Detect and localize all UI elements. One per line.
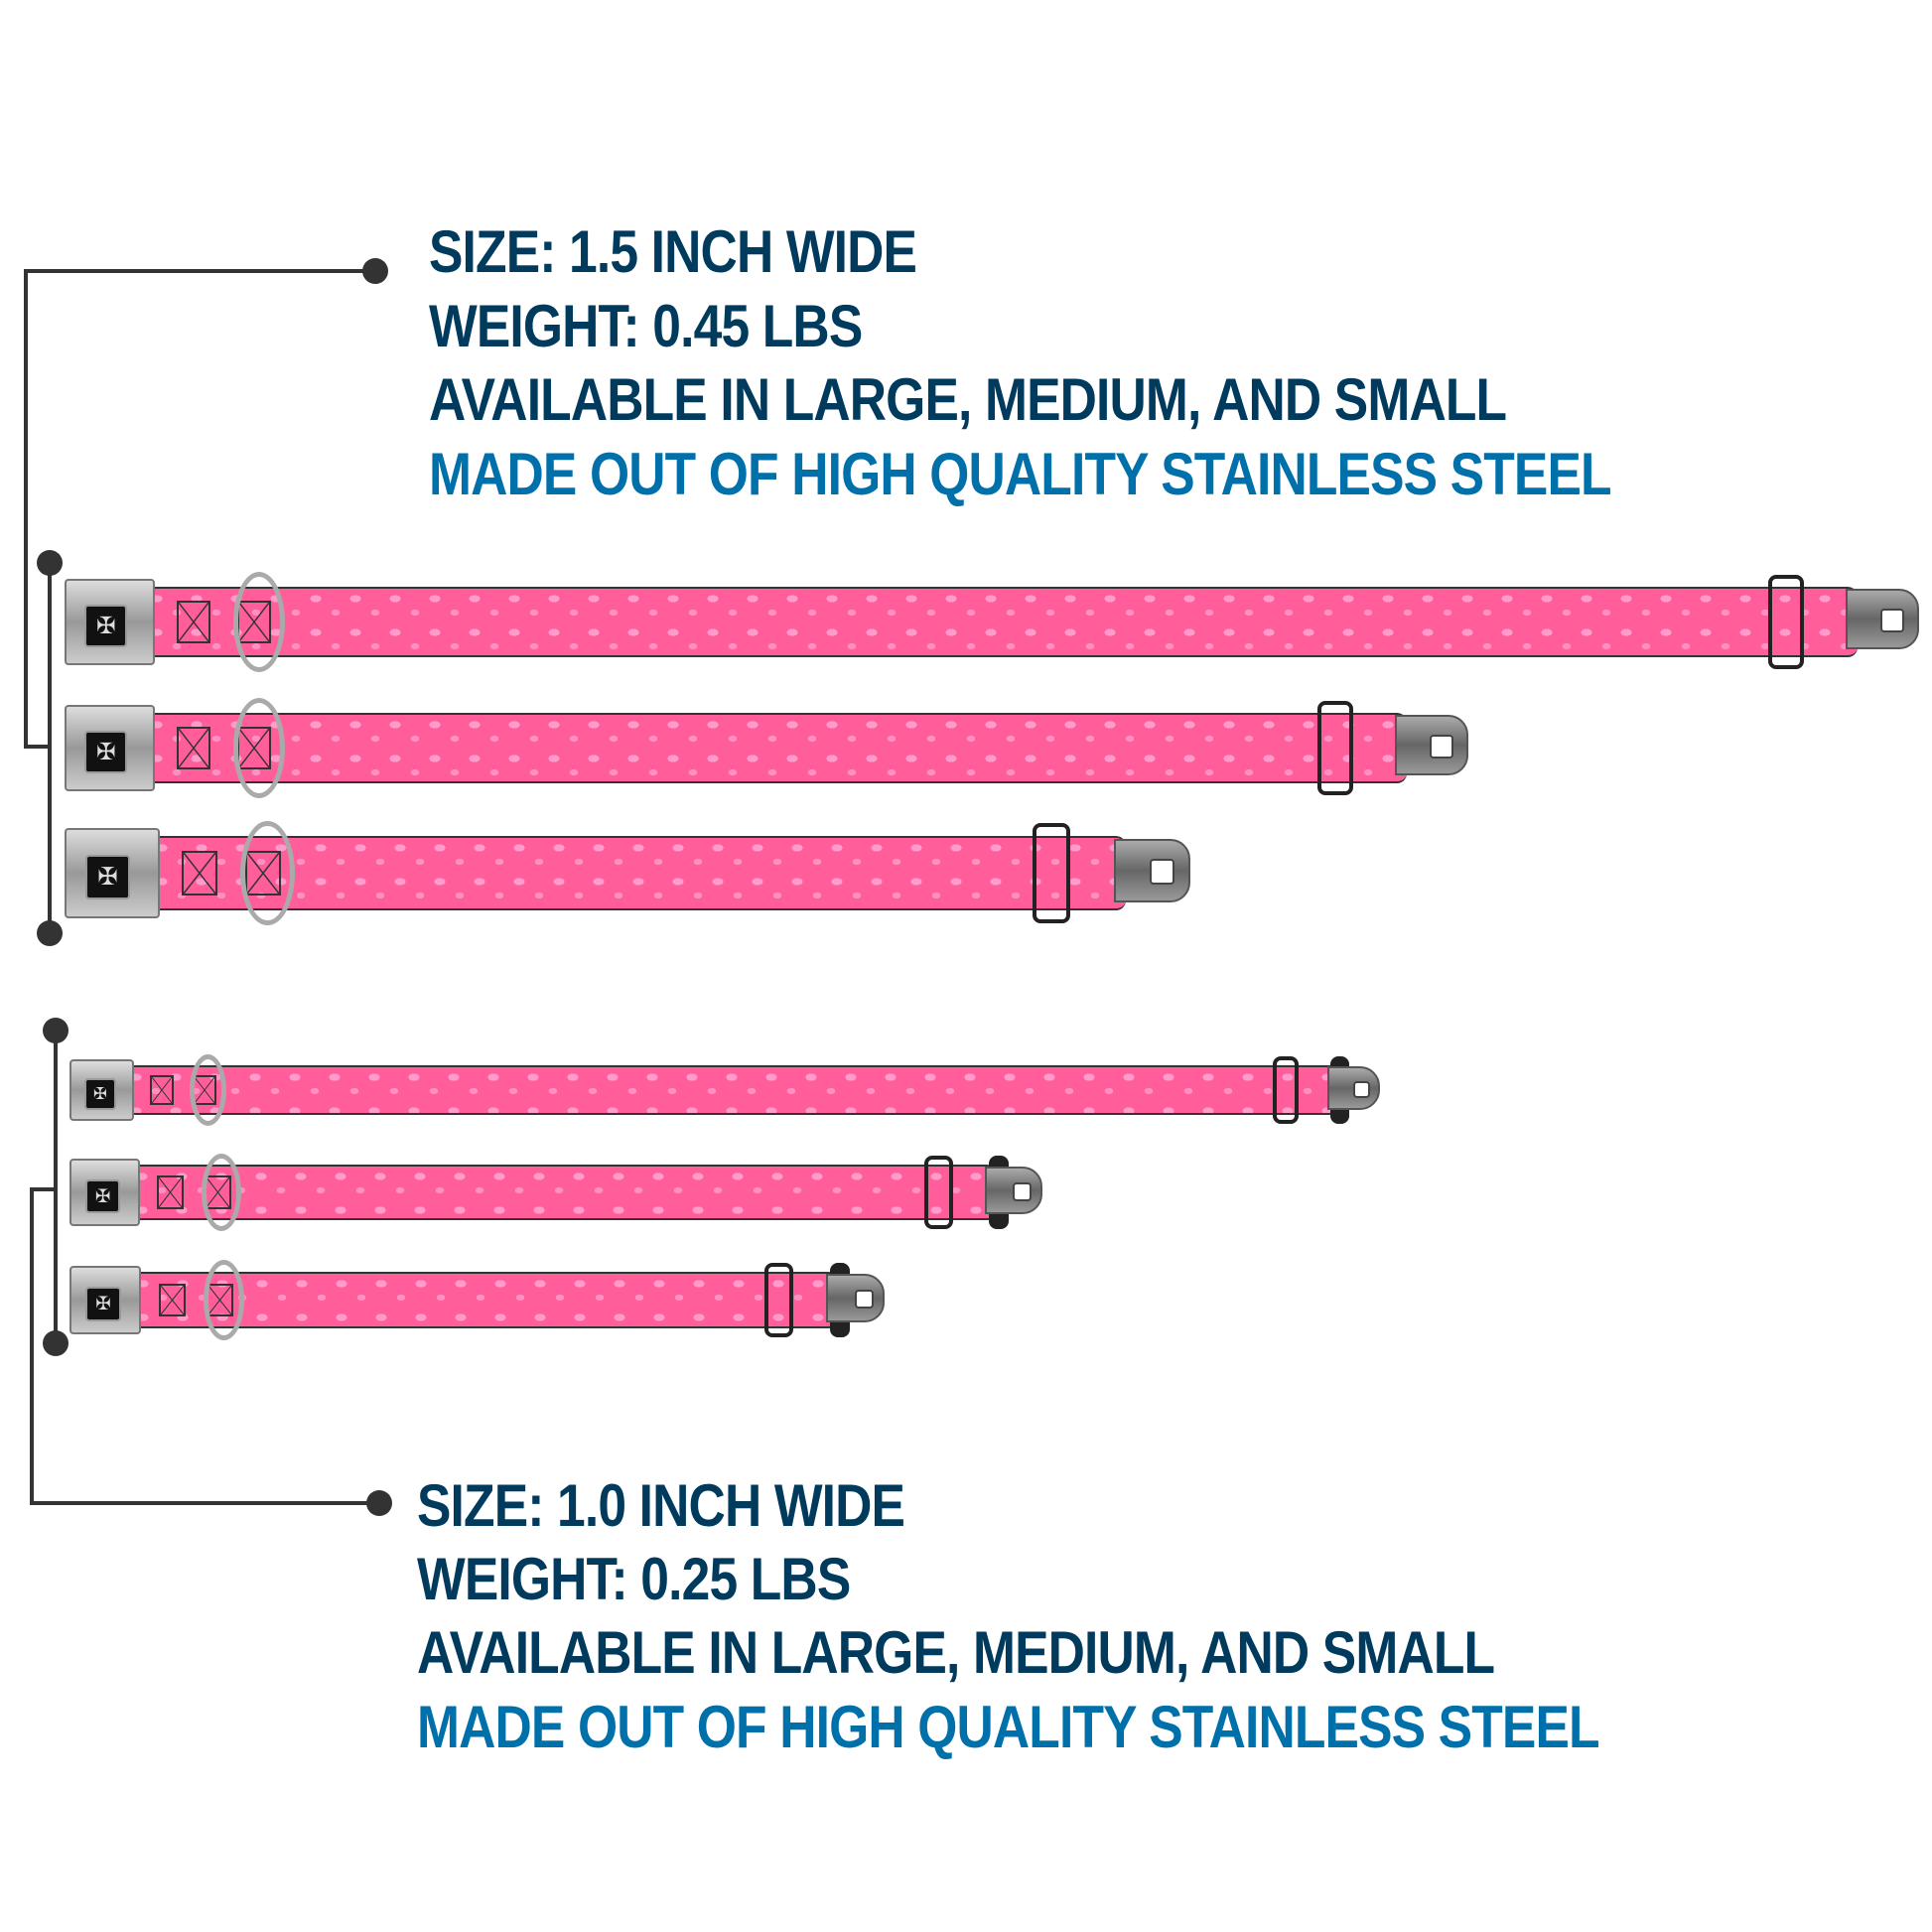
buckle-tongue <box>985 1167 1042 1214</box>
stitching <box>149 1074 174 1106</box>
bracket-dot <box>43 1018 69 1043</box>
collar-large-wide: ✠ <box>65 572 1919 672</box>
bracket-bottom-inner <box>54 1029 58 1344</box>
spec-size: SIZE: 1.0 INCH WIDE <box>417 1472 905 1539</box>
bracket-top-horizontal <box>25 269 375 273</box>
tongue-hole <box>1150 859 1175 885</box>
collar-strap <box>133 1272 839 1328</box>
bracket-dot <box>37 920 63 946</box>
keeper-loop <box>764 1262 794 1338</box>
buckle-tongue <box>1113 838 1190 902</box>
stitching <box>177 727 211 769</box>
bracket-bottom-horizontal <box>30 1501 379 1505</box>
collar-large-narrow: ✠ <box>69 1054 1380 1126</box>
bone-icon: ✠ <box>85 1178 120 1214</box>
collar-strap <box>151 836 1126 910</box>
buckle: ✠ <box>65 705 156 791</box>
buckle: ✠ <box>69 1266 142 1334</box>
stitching <box>177 601 211 643</box>
collar-small-wide: ✠ <box>65 820 1190 926</box>
d-ring <box>201 1153 242 1232</box>
collar-small-narrow: ✠ <box>69 1260 885 1340</box>
spec-availability: AVAILABLE IN LARGE, MEDIUM, AND SMALL <box>429 366 1507 433</box>
stitching <box>157 1175 185 1209</box>
spec-weight: WEIGHT: 0.25 LBS <box>417 1546 851 1612</box>
collar-strap <box>126 1064 1340 1116</box>
bone-icon: ✠ <box>85 855 131 899</box>
buckle: ✠ <box>69 1159 141 1226</box>
spec-weight: WEIGHT: 0.45 LBS <box>429 293 863 359</box>
stitching <box>158 1283 186 1317</box>
keeper-loop <box>1032 823 1070 923</box>
collar-strap <box>147 712 1408 784</box>
bracket-dot <box>43 1330 69 1356</box>
bone-icon: ✠ <box>84 730 128 774</box>
d-ring <box>232 572 285 672</box>
bone-icon: ✠ <box>84 604 128 648</box>
buckle-tongue <box>1846 589 1919 650</box>
buckle-tongue <box>826 1274 885 1322</box>
keeper-loop <box>1767 574 1805 670</box>
tongue-hole <box>1430 734 1453 759</box>
stitching <box>182 851 218 896</box>
d-ring <box>189 1054 227 1126</box>
bracket-top-inner <box>48 561 52 933</box>
tongue-hole <box>1353 1080 1370 1099</box>
keeper-loop <box>924 1155 953 1230</box>
d-ring <box>240 820 296 926</box>
collar-strap <box>147 586 1859 658</box>
buckle-tongue <box>1327 1066 1380 1110</box>
spec-material: MADE OUT OF HIGH QUALITY STAINLESS STEEL <box>429 441 1612 507</box>
bracket-top-connector <box>24 745 52 749</box>
buckle-tongue <box>1395 715 1468 776</box>
buckle: ✠ <box>69 1059 135 1121</box>
collar-medium-wide: ✠ <box>65 698 1468 798</box>
spec-size: SIZE: 1.5 INCH WIDE <box>429 218 917 285</box>
tongue-hole <box>1013 1181 1032 1201</box>
d-ring <box>232 698 285 798</box>
spec-availability: AVAILABLE IN LARGE, MEDIUM, AND SMALL <box>417 1619 1495 1686</box>
tongue-hole <box>854 1290 874 1310</box>
bracket-bottom-vertical <box>30 1187 34 1505</box>
spec-material: MADE OUT OF HIGH QUALITY STAINLESS STEEL <box>417 1694 1600 1760</box>
collar-strap <box>132 1165 998 1220</box>
bracket-dot <box>366 1490 392 1516</box>
keeper-loop <box>1316 700 1354 796</box>
bracket-dot <box>362 258 388 284</box>
bracket-dot <box>37 550 63 576</box>
collar-medium-narrow: ✠ <box>69 1153 1042 1232</box>
bone-icon: ✠ <box>85 1286 121 1322</box>
keeper-loop <box>1272 1055 1299 1125</box>
bracket-bottom-connector <box>30 1187 58 1191</box>
bone-icon: ✠ <box>84 1078 116 1110</box>
tongue-hole <box>1880 608 1904 633</box>
buckle: ✠ <box>65 828 160 918</box>
d-ring <box>203 1260 244 1340</box>
bracket-top-vertical <box>24 269 28 748</box>
buckle: ✠ <box>65 579 156 665</box>
